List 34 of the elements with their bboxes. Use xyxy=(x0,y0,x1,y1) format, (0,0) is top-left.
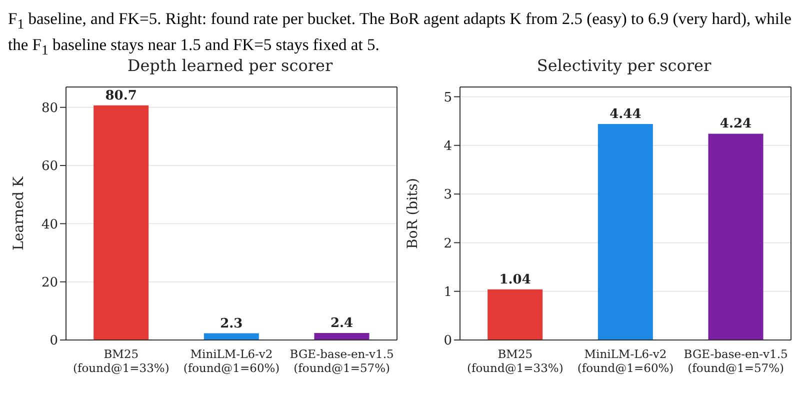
text: F$_{1}$ baseline, and FK=5. Right: found rate per bucket. The BoR agent adapts K from 2.5 (easy) to 6.9 (very hard), while the F$_{1}$ baseline stays near 1.5 and FK=5 stays fixed at 5. xyxy=(8,9,792,58)
bar xyxy=(708,134,764,340)
bar xyxy=(314,333,370,340)
x-tick-label: BM25 (found@1=33%) xyxy=(72,347,170,375)
x-tick-label: MiniLM-L6-v2 (found@1=60%) xyxy=(183,347,280,375)
y-tick-label: 20 xyxy=(41,275,58,290)
chart-title: Depth learned per scorer xyxy=(126,56,334,77)
chart-title: Selectivity per scorer xyxy=(536,56,712,77)
y-tick-label: 1 xyxy=(444,284,452,300)
data-label: 2.4 xyxy=(330,316,354,332)
y-tick-label: 0 xyxy=(444,334,452,349)
data-label: 1.04 xyxy=(499,272,531,288)
x-tick-label: BM25 (found@1=33%) xyxy=(466,347,564,375)
x-tick-label: BGE-base-en-v1.5 (found@1=57%) xyxy=(290,347,394,375)
y-axis-title: Learned K xyxy=(10,176,27,250)
y-tick-label: 4 xyxy=(444,139,452,154)
bar xyxy=(204,333,259,340)
y-tick-label: 80 xyxy=(41,100,58,116)
data-label: 4.24 xyxy=(720,116,752,132)
data-label: 2.3 xyxy=(220,316,243,332)
data-label: 80.7 xyxy=(105,88,137,104)
y-tick-label: 40 xyxy=(41,217,58,232)
x-tick-label: BGE-base-en-v1.5 (found@1=57%) xyxy=(684,347,788,375)
bar xyxy=(598,124,653,340)
y-axis-title: BoR (bits) xyxy=(404,178,421,249)
bar xyxy=(488,289,543,340)
y-tick-label: 5 xyxy=(444,90,452,106)
y-tick-label: 2 xyxy=(444,236,452,252)
y-tick-label: 60 xyxy=(41,159,58,174)
bar xyxy=(94,105,149,340)
data-label: 4.44 xyxy=(610,106,642,122)
y-tick-label: 3 xyxy=(444,188,452,203)
y-tick-label: 0 xyxy=(50,334,58,349)
x-tick-label: MiniLM-L6-v2 (found@1=60%) xyxy=(577,347,674,375)
